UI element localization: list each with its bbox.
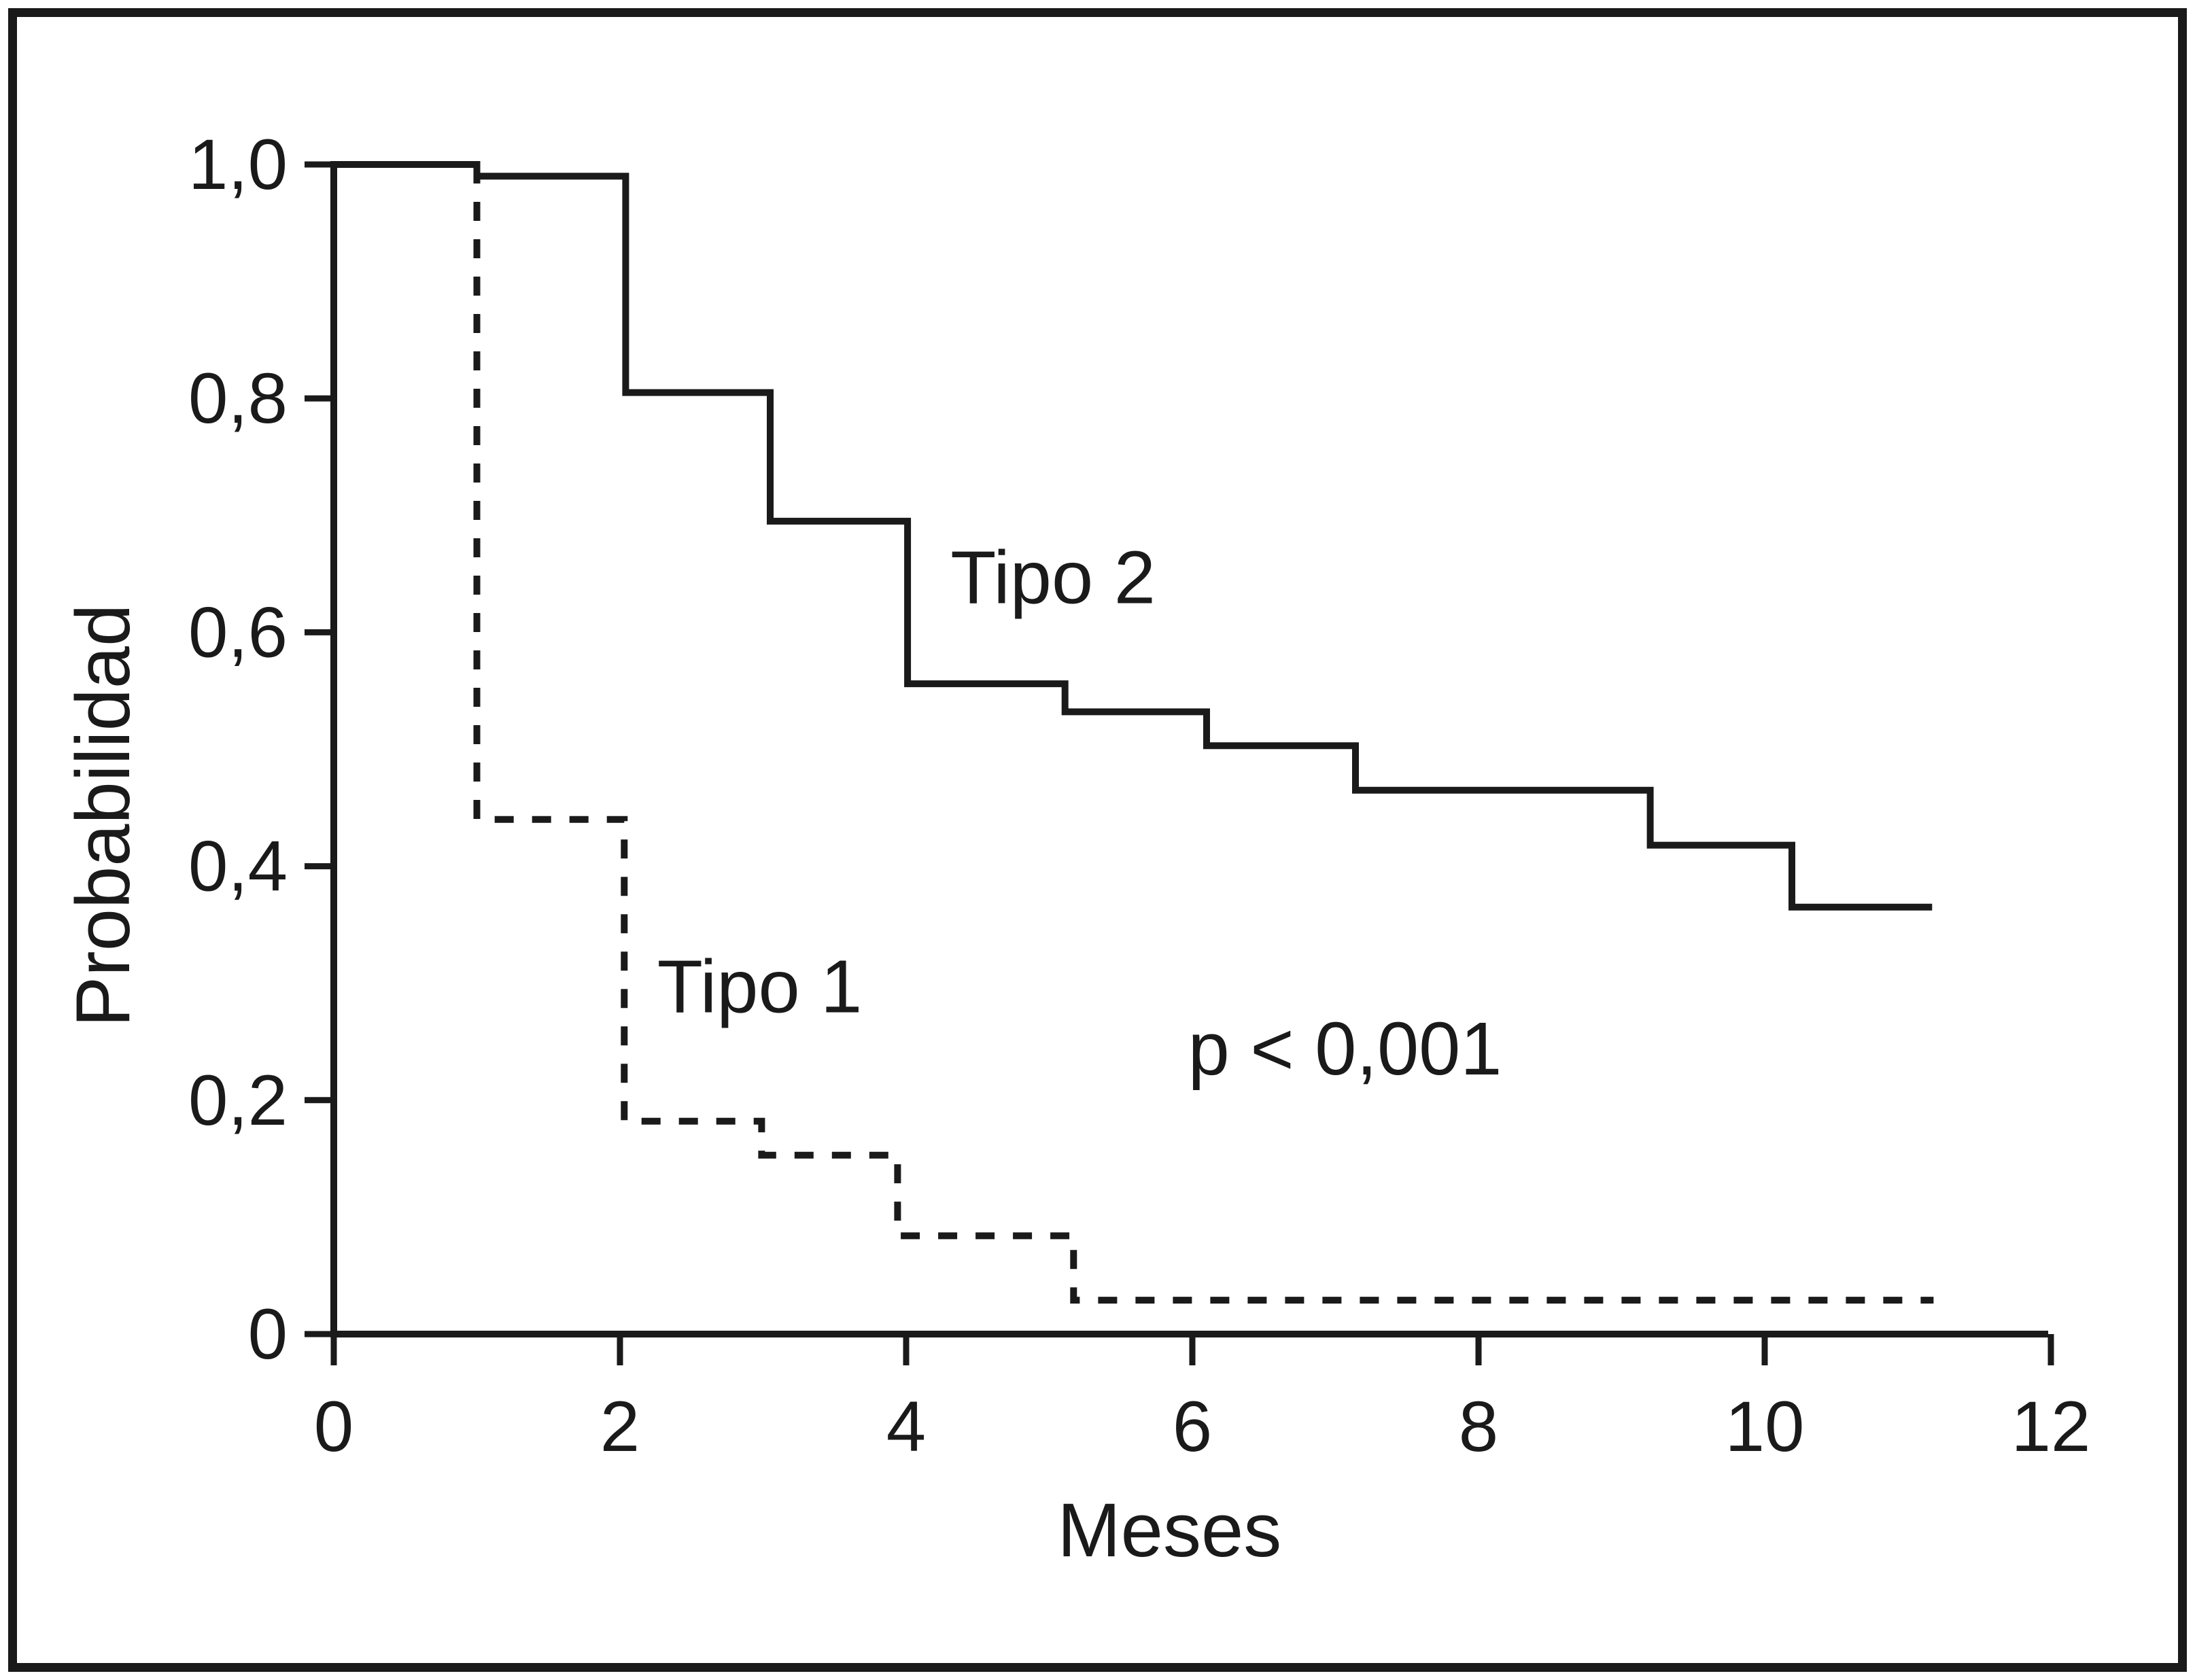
x-tick-label: 4	[886, 1387, 926, 1467]
y-tick-label: 0	[248, 1295, 288, 1374]
x-tick-label: 12	[2011, 1387, 2091, 1467]
y-axis-title: Probabilidad	[61, 604, 145, 1028]
series-path-tipo-2	[334, 161, 1933, 911]
x-tick-label: 10	[1725, 1387, 1805, 1467]
x-tick-label: 0	[314, 1387, 353, 1467]
y-tick-label: 1,0	[188, 125, 288, 205]
x-axis-title: Meses	[1057, 1488, 1281, 1573]
p-value: p < 0,001	[1188, 1007, 1502, 1091]
y-tick-label: 0,6	[188, 593, 288, 672]
x-tick-label: 2	[600, 1387, 640, 1467]
y-tick-label: 0,2	[188, 1061, 288, 1140]
series-path-tipo-1	[473, 164, 1934, 1304]
x-tick-label: 8	[1459, 1387, 1498, 1467]
y-tick-label: 0,4	[188, 827, 288, 907]
y-tick-label: 0,8	[188, 359, 288, 438]
x-tick-label: 6	[1173, 1387, 1212, 1467]
label-tipo-2: Tipo 2	[950, 536, 1156, 619]
label-tipo-1: Tipo 1	[657, 945, 863, 1029]
